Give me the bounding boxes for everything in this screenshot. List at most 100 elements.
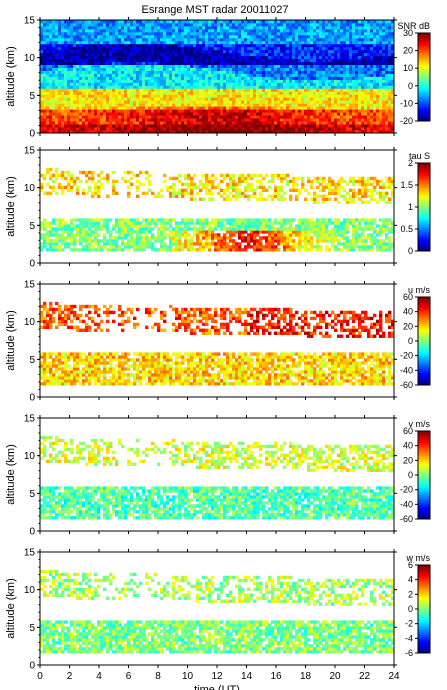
- cell: [307, 64, 311, 68]
- cell: [67, 20, 71, 24]
- cell: [328, 25, 332, 30]
- cell: [64, 52, 68, 57]
- cell: [178, 76, 182, 80]
- cell: [169, 106, 173, 110]
- cell: [205, 70, 209, 74]
- cell: [100, 106, 104, 110]
- cell: [355, 61, 359, 65]
- cell: [349, 118, 353, 122]
- cell: [145, 100, 149, 104]
- cell: [91, 100, 95, 104]
- cell: [277, 20, 281, 24]
- cell: [226, 85, 230, 89]
- cell: [58, 20, 62, 24]
- cell: [85, 103, 89, 107]
- cell: [112, 191, 116, 195]
- cell: [358, 28, 362, 33]
- cell: [337, 31, 341, 36]
- cell: [268, 118, 272, 122]
- cell: [241, 40, 245, 45]
- cell: [274, 46, 278, 51]
- cell: [352, 103, 356, 107]
- cell: [331, 100, 335, 104]
- cell: [121, 233, 125, 237]
- cell: [145, 70, 149, 74]
- cell: [199, 64, 203, 68]
- cell: [52, 188, 56, 193]
- cell: [64, 118, 68, 122]
- cell: [148, 76, 152, 80]
- cell: [178, 115, 182, 119]
- cell: [40, 173, 44, 178]
- cell: [154, 118, 158, 122]
- colorbar-swatch: [418, 34, 430, 37]
- cell: [319, 118, 323, 122]
- cell: [358, 85, 362, 89]
- cell: [103, 239, 107, 243]
- cell: [298, 25, 302, 30]
- cell: [283, 61, 287, 65]
- cell: [253, 91, 257, 95]
- cell: [379, 82, 383, 86]
- cell: [52, 242, 56, 246]
- cell: [322, 94, 326, 98]
- cell: [43, 22, 47, 27]
- cell: [349, 97, 353, 101]
- cell: [49, 227, 53, 231]
- cell: [109, 236, 113, 240]
- cell: [325, 34, 329, 39]
- cell: [58, 61, 62, 65]
- cell: [217, 52, 221, 57]
- cell: [301, 127, 305, 131]
- cell: [172, 109, 176, 113]
- cell: [97, 227, 101, 231]
- cell: [385, 130, 389, 133]
- cell: [160, 28, 164, 33]
- cell: [391, 103, 394, 107]
- cell: [379, 106, 383, 110]
- cell: [334, 91, 338, 95]
- cell: [61, 176, 65, 181]
- cell: [274, 58, 278, 63]
- cell: [64, 106, 68, 110]
- cell: [100, 58, 104, 63]
- cell: [385, 20, 389, 24]
- cell: [73, 227, 77, 231]
- cell: [265, 127, 269, 131]
- cell: [310, 103, 314, 107]
- cell: [85, 25, 89, 30]
- cell: [211, 25, 215, 30]
- cell: [46, 242, 50, 246]
- cell: [373, 94, 377, 98]
- cell: [334, 40, 338, 45]
- cell: [319, 76, 323, 80]
- cell: [211, 67, 215, 71]
- cell: [175, 31, 179, 36]
- cell: [151, 73, 155, 77]
- cell: [85, 91, 89, 95]
- cell: [364, 22, 368, 27]
- cell: [64, 25, 68, 30]
- cell: [166, 34, 170, 39]
- cell: [313, 37, 317, 42]
- cell: [391, 91, 394, 95]
- cell: [103, 82, 107, 86]
- cell: [241, 103, 245, 107]
- cell: [208, 88, 212, 92]
- cell: [217, 49, 221, 54]
- cell: [136, 40, 140, 45]
- cell: [340, 100, 344, 104]
- cell: [124, 94, 128, 98]
- cell: [337, 82, 341, 86]
- cell: [322, 112, 326, 116]
- cell: [331, 49, 335, 54]
- cell: [64, 61, 68, 65]
- cell: [100, 218, 104, 222]
- cell: [97, 185, 101, 190]
- cell: [175, 121, 179, 125]
- cell: [148, 58, 152, 63]
- cell: [250, 20, 254, 24]
- cell: [67, 112, 71, 116]
- cell: [58, 236, 62, 240]
- cell: [367, 34, 371, 39]
